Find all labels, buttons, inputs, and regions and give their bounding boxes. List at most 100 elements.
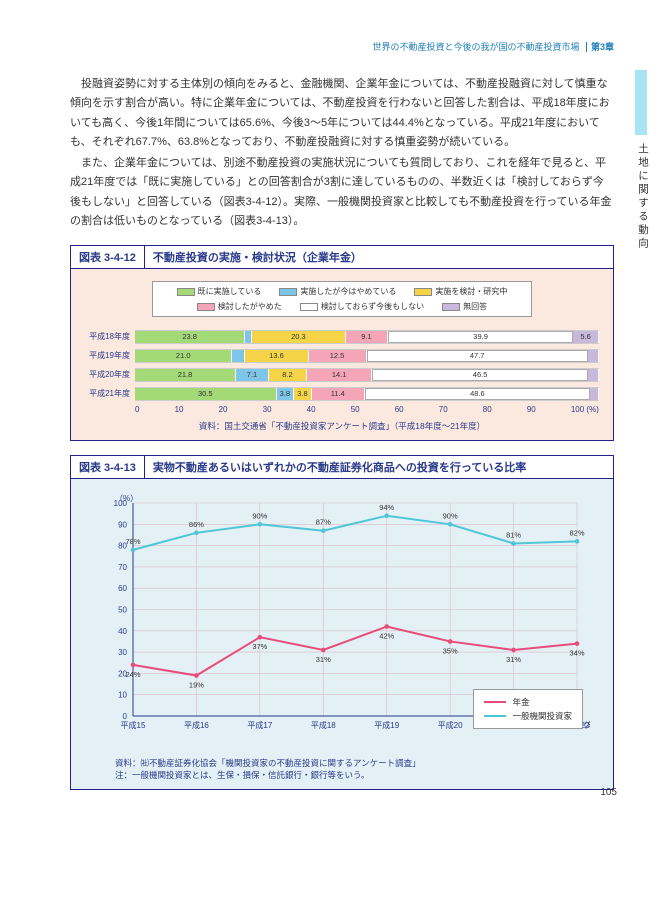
svg-text:平成19: 平成19 — [374, 720, 399, 730]
legend-item: 無回答 — [442, 301, 487, 312]
bar-track: 21.87.18.214.146.5 — [135, 368, 599, 382]
svg-text:90%: 90% — [442, 511, 457, 520]
bar-segment: 21.0 — [135, 350, 232, 362]
svg-text:82%: 82% — [569, 528, 584, 537]
xtick: 70 — [439, 405, 448, 414]
fig13-title: 実物不動産あるいはいずれかの不動産証券化商品への投資を行っている比率 — [145, 456, 613, 478]
bar-segment: 46.5 — [372, 369, 588, 381]
svg-text:0: 0 — [122, 712, 127, 721]
bar-segment: 13.6 — [245, 350, 308, 362]
svg-text:24%: 24% — [125, 670, 140, 679]
svg-text:34%: 34% — [569, 649, 584, 658]
fig12-source: 資料：国土交通省「不動産投資家アンケート調査」（平成18年度〜21年度） — [85, 420, 599, 432]
svg-text:70: 70 — [118, 563, 127, 572]
bar-segment — [588, 369, 599, 381]
bar-ylabel: 平成21年度 — [85, 388, 135, 399]
xtick: 40 — [307, 405, 316, 414]
svg-text:平成15: 平成15 — [120, 720, 145, 730]
bar-track: 30.53.83.811.448.6 — [135, 387, 599, 401]
fig12-xaxis: 0102030405060708090100 (%) — [135, 403, 599, 414]
bar-segment: 12.5 — [309, 350, 367, 362]
paragraph-1: 投融資姿勢に対する主体別の傾向をみると、金融機関、企業年金については、不動産投融… — [70, 75, 614, 152]
fig13-num: 図表 3-4-13 — [71, 456, 145, 478]
bar-segment — [590, 388, 599, 400]
bar-row: 平成19年度21.013.612.547.7 — [85, 346, 599, 365]
svg-text:90: 90 — [118, 520, 127, 529]
legend-label: 検討しておらず今後もしない — [321, 301, 424, 312]
svg-text:平成17: 平成17 — [247, 720, 272, 730]
bar-segment: 39.9 — [388, 331, 573, 343]
xtick: 60 — [395, 405, 404, 414]
svg-text:42%: 42% — [379, 632, 394, 641]
svg-text:10: 10 — [118, 691, 127, 700]
legend-label: 実施したが今はやめている — [300, 286, 396, 297]
bar-segment: 48.6 — [365, 388, 591, 400]
bar-segment: 7.1 — [236, 369, 269, 381]
svg-text:60: 60 — [118, 584, 127, 593]
bar-segment: 47.7 — [367, 350, 588, 362]
fig13-note: 注：一般機関投資家とは、生保・損保・信託銀行・銀行等をいう。 — [85, 769, 599, 781]
swatch-icon — [279, 288, 297, 296]
legend-item: 実施したが今はやめている — [279, 286, 396, 297]
xtick: 90 — [527, 405, 536, 414]
svg-text:31%: 31% — [315, 655, 330, 664]
bar-ylabel: 平成18年度 — [85, 331, 135, 342]
figure-3-4-13: 図表 3-4-13 実物不動産あるいはいずれかの不動産証券化商品への投資を行って… — [70, 455, 614, 790]
bar-segment: 23.8 — [135, 331, 245, 343]
legend-label: 実施を検討・研究中 — [435, 286, 507, 297]
bar-segment — [588, 350, 599, 362]
svg-text:50: 50 — [118, 606, 127, 615]
side-tab: 土地に関する動向 — [635, 70, 649, 251]
swatch-icon — [442, 303, 460, 311]
svg-text:37%: 37% — [252, 642, 267, 651]
bar-track: 23.820.39.139.95.6 — [135, 330, 599, 344]
legend-label: 検討したがやめた — [218, 301, 282, 312]
svg-text:31%: 31% — [506, 655, 521, 664]
swatch-icon — [414, 288, 432, 296]
svg-text:40: 40 — [118, 627, 127, 636]
xtick: 0 — [135, 405, 139, 414]
fig12-num: 図表 3-4-12 — [71, 246, 145, 268]
swatch-icon — [300, 303, 318, 311]
fig12-title: 不動産投資の実施・検討状況（企業年金） — [145, 246, 613, 268]
legend-item: 実施を検討・研究中 — [414, 286, 507, 297]
legend-label-kikan: 一般機関投資家 — [512, 710, 572, 722]
fig13-legend: 年金 一般機関投資家 — [473, 689, 583, 729]
bar-segment — [232, 350, 245, 362]
legend-item: 検討したがやめた — [197, 301, 282, 312]
svg-text:87%: 87% — [315, 518, 330, 527]
side-tab-color — [635, 70, 647, 135]
xtick: 30 — [263, 405, 272, 414]
xtick: 100 (%) — [571, 405, 599, 414]
fig12-legend: 既に実施している 実施したが今はやめている 実施を検討・研究中検討したがやめた 検討し… — [152, 281, 532, 317]
bar-segment: 14.1 — [307, 369, 372, 381]
svg-text:94%: 94% — [379, 503, 394, 512]
legend-item: 検討しておらず今後もしない — [300, 301, 424, 312]
svg-text:81%: 81% — [506, 530, 521, 539]
bar-ylabel: 平成20年度 — [85, 369, 135, 380]
legend-label: 無回答 — [463, 301, 487, 312]
legend-item: 既に実施している — [177, 286, 262, 297]
svg-text:100: 100 — [113, 499, 127, 508]
side-tab-text: 土地に関する動向 — [636, 143, 651, 251]
bar-row: 平成21年度30.53.83.811.448.6 — [85, 384, 599, 403]
svg-text:30: 30 — [118, 648, 127, 657]
bar-track: 21.0 13.612.547.7 — [135, 349, 599, 363]
swatch-icon — [197, 303, 215, 311]
bar-segment: 20.3 — [252, 331, 346, 343]
xtick: 20 — [219, 405, 228, 414]
page-header: 世界の不動産投資と今後の我が国の不動産投資市場 第3章 — [70, 40, 614, 57]
legend-swatch-kikan — [484, 715, 506, 717]
bar-segment: 11.4 — [312, 388, 365, 400]
legend-swatch-nenkin — [484, 701, 506, 703]
figure-3-4-12: 図表 3-4-12 不動産投資の実施・検討状況（企業年金） 既に実施している 実施… — [70, 245, 614, 441]
bar-segment: 30.5 — [135, 388, 277, 400]
swatch-icon — [177, 288, 195, 296]
xtick: 10 — [175, 405, 184, 414]
svg-text:90%: 90% — [252, 511, 267, 520]
chapter-label: 第3章 — [586, 42, 614, 52]
svg-text:平成20: 平成20 — [437, 720, 462, 730]
page-number: 105 — [600, 787, 617, 798]
svg-text:平成16: 平成16 — [183, 720, 208, 730]
fig13-source: 資料：㈳不動産証券化協会「機関投資家の不動産投資に関するアンケート調査」 — [85, 757, 599, 769]
